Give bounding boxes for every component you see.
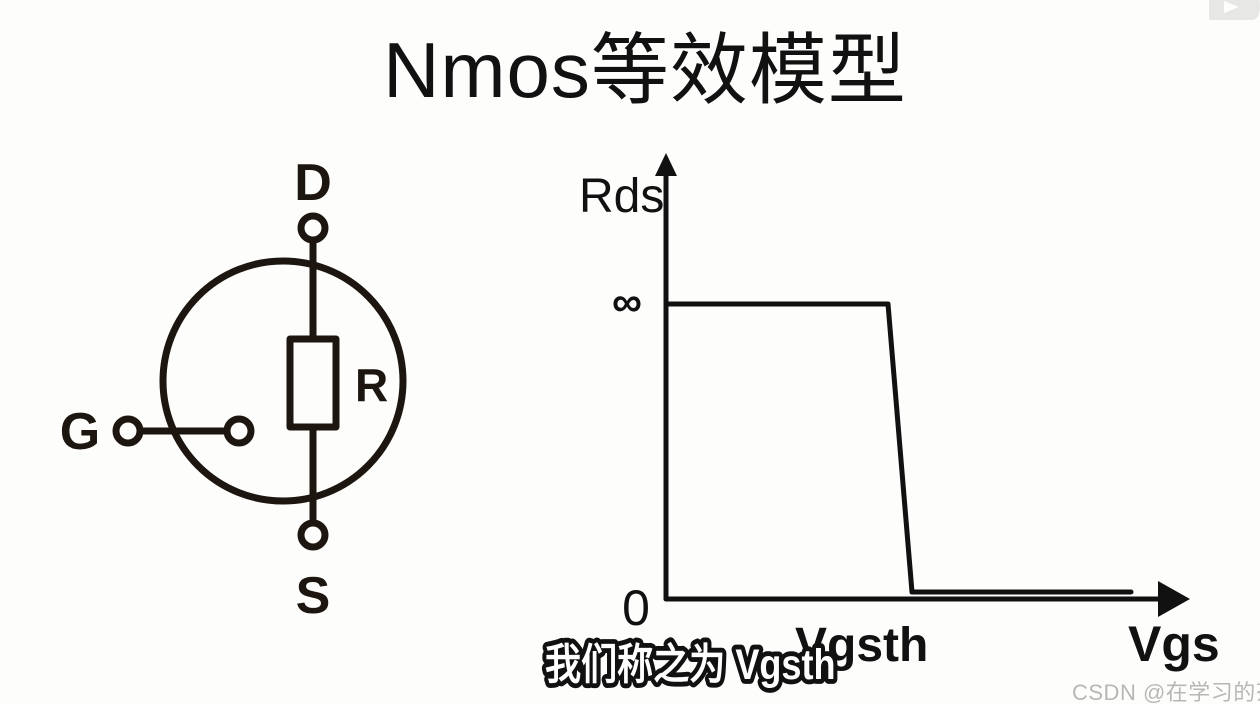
svg-text:我们称之为 Vgsth: 我们称之为 Vgsth — [545, 641, 836, 689]
